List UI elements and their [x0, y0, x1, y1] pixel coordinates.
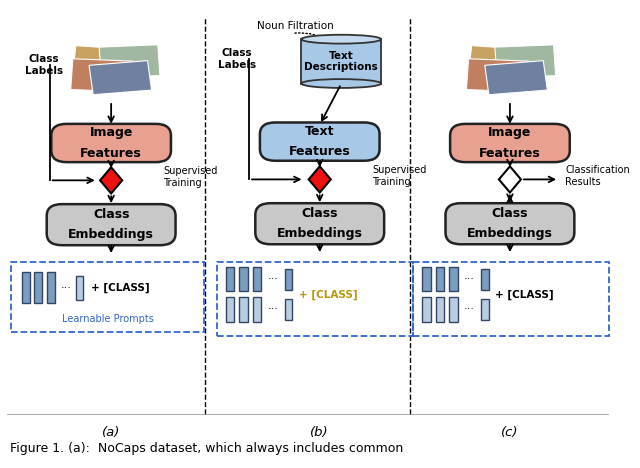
Bar: [436, 267, 444, 292]
Text: (b): (b): [310, 426, 329, 439]
Text: Embeddings: Embeddings: [276, 227, 363, 241]
FancyBboxPatch shape: [47, 204, 175, 245]
Bar: [76, 276, 83, 300]
Bar: [481, 269, 489, 290]
Bar: [11, 262, 204, 332]
Text: Features: Features: [479, 147, 541, 160]
Text: + [CLASS]: + [CLASS]: [91, 283, 149, 293]
Ellipse shape: [301, 35, 381, 44]
Text: ···: ···: [268, 274, 278, 284]
FancyBboxPatch shape: [468, 46, 534, 82]
Bar: [413, 262, 609, 336]
Bar: [35, 272, 42, 303]
Text: Embeddings: Embeddings: [467, 227, 553, 241]
Text: Classification
Results: Classification Results: [565, 165, 630, 187]
Text: Text
Descriptions: Text Descriptions: [305, 51, 378, 72]
Bar: [47, 272, 54, 303]
Text: + [CLASS]: + [CLASS]: [299, 289, 357, 300]
Polygon shape: [499, 166, 521, 192]
FancyBboxPatch shape: [301, 39, 381, 83]
Bar: [22, 272, 30, 303]
FancyBboxPatch shape: [445, 203, 574, 244]
Text: Class: Class: [93, 208, 129, 221]
FancyBboxPatch shape: [70, 59, 133, 92]
Text: Supervised
Training: Supervised Training: [163, 166, 218, 188]
Bar: [217, 262, 413, 336]
FancyBboxPatch shape: [255, 203, 384, 244]
Text: Supervised
Training: Supervised Training: [372, 165, 426, 187]
Bar: [422, 298, 431, 322]
Text: (a): (a): [102, 426, 120, 439]
Text: (c): (c): [501, 426, 518, 439]
Polygon shape: [308, 166, 331, 192]
Text: + [CLASS]: + [CLASS]: [495, 289, 554, 300]
Bar: [449, 298, 458, 322]
FancyBboxPatch shape: [260, 123, 380, 161]
Text: Features: Features: [289, 146, 351, 158]
Bar: [239, 267, 248, 292]
FancyBboxPatch shape: [450, 124, 570, 162]
Bar: [285, 299, 292, 320]
Text: Figure 1. (a):  NoCaps dataset, which always includes common: Figure 1. (a): NoCaps dataset, which alw…: [10, 442, 403, 455]
FancyBboxPatch shape: [495, 45, 556, 78]
Bar: [253, 298, 262, 322]
Bar: [449, 267, 458, 292]
FancyBboxPatch shape: [99, 45, 160, 78]
Text: Class
Labels: Class Labels: [24, 54, 63, 76]
Text: Text: Text: [305, 125, 335, 138]
Text: ···: ···: [464, 274, 475, 284]
Bar: [422, 267, 431, 292]
Text: Class: Class: [301, 207, 338, 220]
FancyBboxPatch shape: [467, 59, 529, 92]
FancyBboxPatch shape: [51, 124, 171, 162]
Bar: [253, 267, 262, 292]
Bar: [285, 269, 292, 290]
FancyBboxPatch shape: [89, 61, 152, 95]
Ellipse shape: [301, 79, 381, 88]
Text: Class
Labels: Class Labels: [218, 48, 256, 70]
Bar: [239, 298, 248, 322]
Text: Class: Class: [492, 207, 528, 220]
Bar: [226, 267, 234, 292]
Bar: [481, 299, 489, 320]
Text: Learnable Prompts: Learnable Prompts: [62, 314, 154, 324]
Polygon shape: [100, 167, 122, 193]
Text: Image: Image: [90, 126, 133, 139]
Text: Embeddings: Embeddings: [68, 228, 154, 241]
Text: ···: ···: [268, 305, 278, 314]
Bar: [436, 298, 444, 322]
Text: ···: ···: [61, 283, 72, 292]
Bar: [226, 298, 234, 322]
Text: Features: Features: [80, 147, 142, 160]
Text: Image: Image: [488, 126, 532, 139]
FancyBboxPatch shape: [485, 61, 547, 95]
Text: Noun Filtration: Noun Filtration: [257, 22, 333, 31]
FancyBboxPatch shape: [72, 46, 138, 82]
Text: ···: ···: [464, 305, 475, 314]
